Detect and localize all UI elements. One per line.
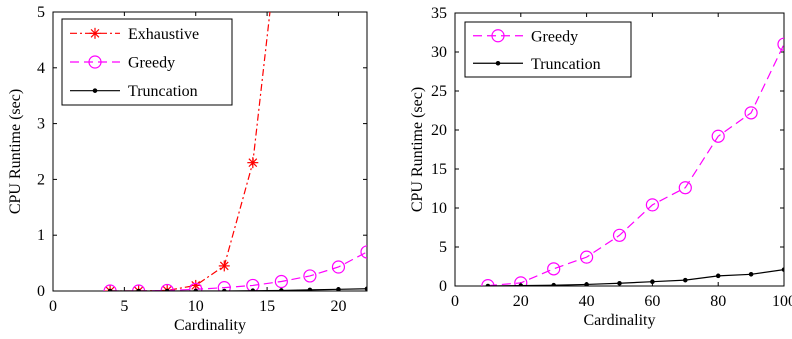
series-greedy-point: [547, 262, 561, 276]
series-greedy-point: [331, 260, 346, 274]
series-greedy: [481, 37, 784, 286]
plot-frame: [454, 12, 785, 287]
x-axis-label: Cardinality: [584, 312, 656, 329]
series-truncation-point: [650, 279, 655, 285]
series-truncation-point: [250, 288, 256, 291]
series-truncation-point: [584, 282, 589, 286]
legend-label: Exhaustive: [128, 26, 199, 43]
series-truncation-point: [193, 288, 199, 291]
y-tick-label: 2: [37, 171, 45, 188]
legend-label: Truncation: [531, 56, 601, 73]
y-tick-label: 25: [431, 83, 447, 100]
series-truncation-point: [683, 277, 688, 283]
series-truncation-point: [485, 283, 491, 286]
y-tick-label: 5: [439, 239, 447, 256]
y-tick-label: 10: [431, 200, 447, 217]
y-tick-label: 1: [37, 227, 45, 244]
series-greedy-point: [645, 198, 660, 212]
series-truncation-point: [781, 267, 784, 272]
y-tick-label: 0: [37, 283, 45, 300]
x-tick-label: 5: [120, 298, 128, 315]
legend-label: Greedy: [128, 55, 175, 72]
series-greedy-point: [360, 245, 367, 259]
series-truncation: [107, 286, 367, 291]
series-truncation-line: [487, 269, 784, 286]
series-greedy-line: [487, 43, 784, 286]
y-tick-label: 0: [439, 278, 447, 295]
series-truncation-point: [551, 282, 556, 286]
series-truncation-point: [221, 288, 227, 291]
series-truncation-line: [110, 288, 367, 291]
legend-marker: [88, 55, 102, 69]
y-axis-label: CPU Runtime (sec): [7, 89, 24, 214]
series-greedy-point: [744, 106, 758, 120]
x-tick-label: 100: [772, 293, 792, 310]
series-exhaustive-point: [104, 285, 116, 291]
legend-marker: [491, 29, 505, 43]
x-axis-label: Cardinality: [174, 317, 246, 334]
x-tick-label: 15: [259, 298, 275, 315]
series-truncation-point: [336, 287, 341, 291]
legend-label: Truncation: [128, 83, 198, 100]
x-tick-label: 80: [710, 293, 726, 310]
series-greedy-point: [189, 282, 203, 291]
series-exhaustive-point: [133, 285, 145, 291]
series-greedy-point: [777, 37, 784, 51]
legend-marker: [89, 27, 101, 39]
legend: Exhaustive Greedy Truncation: [61, 18, 233, 106]
chart-2: 0 20 40 60 80 100 0 5 10 15 20 25 30 35 Cardinality CPU…: [409, 5, 792, 329]
y-tick-label: 15: [431, 161, 447, 178]
plot-area: [103, 12, 367, 291]
series-truncation-point: [307, 287, 313, 291]
legend-marker: [495, 60, 501, 66]
series-exhaustive: [104, 12, 271, 291]
chart-1: 0 5 10 15 20 0 1 2 3 4 5 Cardinality CPU Runtime (se…: [7, 4, 368, 334]
legend: Greedy Truncation: [464, 21, 632, 78]
x-tick-label: 40: [579, 293, 595, 310]
series-greedy-point: [303, 269, 317, 283]
y-axis-label: CPU Runtime (sec): [409, 87, 426, 212]
legend-box: [464, 21, 632, 78]
series-truncation: [485, 267, 784, 286]
series-truncation-point: [715, 273, 721, 279]
x-tick-label: 0: [49, 298, 57, 315]
series-truncation-point: [164, 288, 170, 291]
series-truncation-point: [518, 283, 524, 286]
series-truncation-point: [136, 288, 141, 291]
series-truncation-point: [107, 288, 113, 291]
series-greedy-point: [274, 274, 288, 289]
series-truncation-point: [748, 272, 754, 277]
series-greedy-point: [132, 284, 146, 291]
series-greedy-line: [110, 251, 367, 291]
series-truncation-point: [364, 286, 367, 291]
series-greedy-point: [514, 276, 528, 286]
series-truncation-point: [617, 280, 622, 286]
y-tick-label: 20: [431, 122, 447, 139]
y-tick-label: 3: [37, 116, 45, 133]
series-greedy-point: [711, 129, 725, 143]
series-greedy-point: [579, 250, 594, 264]
series-exhaustive-point: [247, 157, 259, 169]
plot-area: [481, 37, 784, 286]
series-greedy-point: [103, 284, 117, 291]
x-tick-label: 20: [330, 298, 346, 315]
series-greedy-point: [246, 278, 260, 291]
y-tick-label: 35: [431, 5, 447, 22]
series-greedy-point: [217, 281, 231, 291]
x-tick-label: 60: [644, 293, 660, 310]
series-greedy-point: [612, 228, 627, 242]
series-greedy-point: [678, 181, 692, 195]
y-tick-label: 4: [37, 60, 45, 77]
x-tick-label: 20: [513, 293, 529, 310]
series-truncation-point: [279, 288, 284, 291]
legend-marker: [92, 88, 98, 93]
x-tick-label: 0: [451, 293, 459, 310]
y-tick-label: 5: [37, 4, 45, 21]
y-tick-label: 30: [431, 44, 447, 61]
series-exhaustive-point: [218, 260, 230, 272]
legend-label: Greedy: [531, 28, 578, 45]
x-tick-label: 10: [188, 298, 204, 315]
